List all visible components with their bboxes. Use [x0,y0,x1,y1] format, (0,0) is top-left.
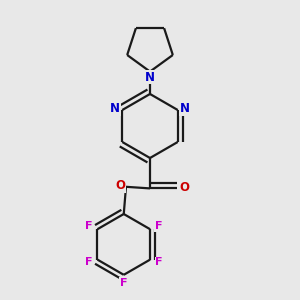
Text: O: O [115,179,125,192]
Text: F: F [155,221,162,231]
Text: N: N [110,102,120,115]
Text: O: O [179,181,189,194]
Text: N: N [145,71,155,84]
Text: F: F [85,221,93,231]
Text: F: F [120,278,127,287]
Text: F: F [155,257,163,267]
Text: N: N [180,102,190,115]
Text: F: F [85,257,92,267]
